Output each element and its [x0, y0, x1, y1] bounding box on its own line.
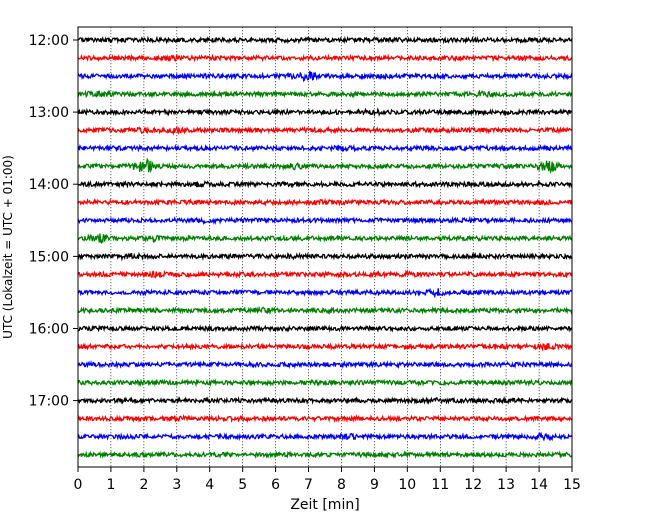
trace-1615 — [77, 342, 573, 352]
x-axis-label: Zeit [min] — [290, 497, 359, 513]
y-tick-label-1300: 13:00 — [29, 105, 69, 121]
trace-1630 — [77, 359, 573, 370]
x-tick-label-3: 3 — [172, 477, 181, 493]
x-tick-label-0: 0 — [74, 477, 83, 493]
x-tick-label-2: 2 — [139, 477, 148, 493]
x-tick-label-6: 6 — [271, 477, 280, 493]
x-tick-label-4: 4 — [205, 477, 214, 493]
x-axis: 0 1 2 3 4 5 6 7 8 9 10 11 12 13 14 15 — [74, 467, 581, 493]
trace-1415 — [77, 197, 573, 207]
y-tick-label-1500: 15:00 — [29, 249, 69, 265]
grid-layer — [110, 27, 540, 467]
trace-1300 — [77, 107, 573, 118]
trace-1330 — [77, 143, 573, 153]
x-tick-label-10: 10 — [398, 477, 416, 493]
x-tick-label-7: 7 — [304, 477, 313, 493]
trace-1600 — [77, 324, 573, 333]
y-axis: 12:00 13:00 14:00 15:00 16:00 17:00 — [29, 33, 78, 410]
plot-frame — [77, 26, 573, 468]
trace-1700 — [77, 396, 573, 406]
y-tick-label-1600: 16:00 — [29, 322, 69, 338]
trace-1200 — [77, 35, 573, 45]
trace-1400 — [77, 179, 573, 189]
x-tick-label-9: 9 — [370, 477, 379, 493]
x-tick-label-15: 15 — [563, 477, 581, 493]
trace-1230 — [77, 70, 573, 83]
x-tick-label-13: 13 — [497, 477, 515, 493]
y-axis-label: UTC (Lokalzeit = UTC + 01:00) — [1, 155, 15, 339]
x-tick-label-14: 14 — [530, 477, 548, 493]
trace-1715 — [77, 413, 573, 424]
trace-1545 — [77, 305, 573, 316]
trace-1315 — [77, 125, 573, 136]
trace-1515 — [77, 268, 573, 279]
trace-layer — [77, 35, 573, 460]
trace-1345 — [77, 157, 573, 175]
x-tick-label-11: 11 — [431, 477, 449, 493]
trace-1745 — [77, 450, 573, 460]
trace-1245 — [77, 89, 573, 99]
x-tick-label-5: 5 — [238, 477, 247, 493]
x-tick-label-8: 8 — [337, 477, 346, 493]
trace-1445 — [77, 233, 573, 245]
x-tick-label-1: 1 — [106, 477, 115, 493]
trace-1645 — [77, 378, 573, 388]
trace-1530 — [77, 287, 573, 299]
trace-1500 — [77, 251, 573, 262]
y-tick-label-1700: 17:00 — [29, 394, 69, 410]
y-tick-label-1200: 12:00 — [29, 33, 69, 49]
trace-1430 — [77, 215, 573, 226]
x-tick-label-12: 12 — [464, 477, 482, 493]
y-tick-label-1400: 14:00 — [29, 177, 69, 193]
trace-1215 — [77, 53, 573, 63]
trace-1730 — [77, 431, 573, 442]
